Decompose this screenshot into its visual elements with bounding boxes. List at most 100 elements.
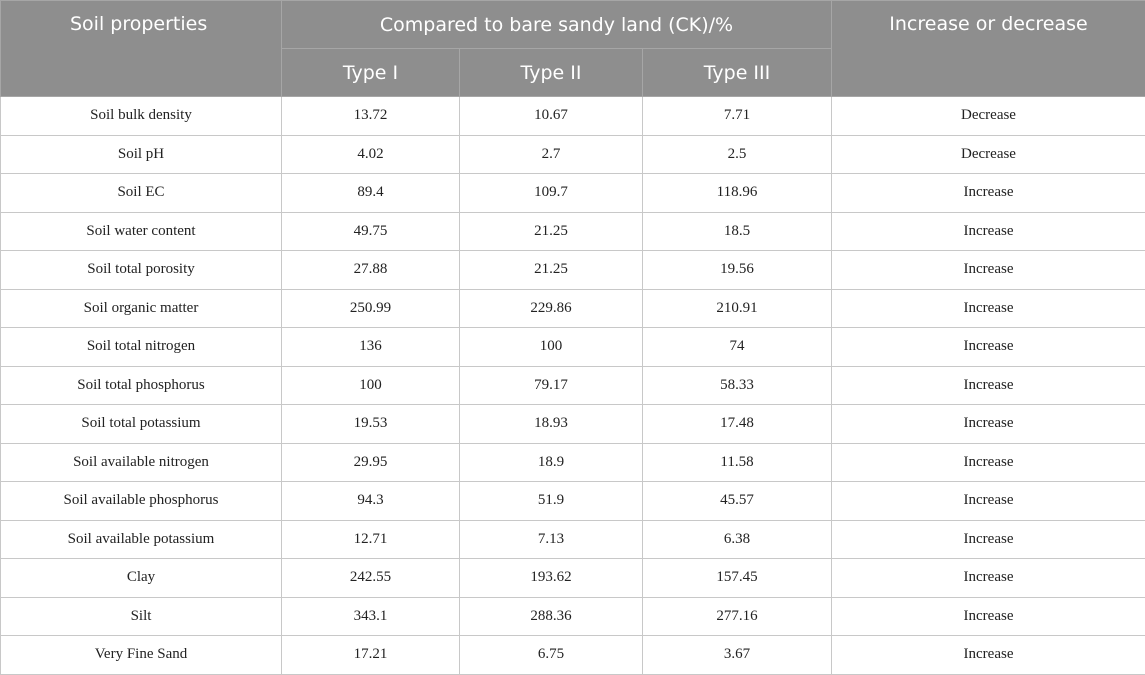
table-cell: Soil bulk density <box>1 97 282 136</box>
table-cell: 100 <box>282 366 460 405</box>
table-cell: 89.4 <box>282 174 460 213</box>
header-row: Soil properties Compared to bare sandy l… <box>1 1 1145 49</box>
header-cell: Type III <box>643 49 832 97</box>
table-cell: 94.3 <box>282 482 460 521</box>
table-cell: Soil total nitrogen <box>1 328 282 367</box>
table-cell: Increase <box>832 289 1145 328</box>
table-cell: 277.16 <box>643 597 832 636</box>
table-cell: 17.48 <box>643 405 832 444</box>
table-cell: 7.13 <box>460 520 643 559</box>
header-cell: Soil properties <box>1 1 282 97</box>
table-cell: Soil available potassium <box>1 520 282 559</box>
table-header: Soil properties Compared to bare sandy l… <box>1 1 1145 97</box>
table-cell: Silt <box>1 597 282 636</box>
table-cell: 74 <box>643 328 832 367</box>
table-cell: 51.9 <box>460 482 643 521</box>
header-cell: Compared to bare sandy land (CK)/% <box>282 1 832 49</box>
table-cell: Soil water content <box>1 212 282 251</box>
table-cell: Increase <box>832 251 1145 290</box>
table-cell: Soil pH <box>1 135 282 174</box>
table-cell: 49.75 <box>282 212 460 251</box>
table-cell: 45.57 <box>643 482 832 521</box>
table-cell: Increase <box>832 443 1145 482</box>
table-cell: Decrease <box>832 135 1145 174</box>
table-cell: Increase <box>832 174 1145 213</box>
table-cell: Soil total potassium <box>1 405 282 444</box>
table-cell: 288.36 <box>460 597 643 636</box>
table-cell: Increase <box>832 328 1145 367</box>
table-cell: Soil organic matter <box>1 289 282 328</box>
table-cell: Soil available phosphorus <box>1 482 282 521</box>
table-cell: 13.72 <box>282 97 460 136</box>
header-cell: Type I <box>282 49 460 97</box>
header-cell: Increase or decrease <box>832 1 1145 97</box>
table-cell: 136 <box>282 328 460 367</box>
table-cell: 21.25 <box>460 212 643 251</box>
table-cell: 18.5 <box>643 212 832 251</box>
table-cell: 2.5 <box>643 135 832 174</box>
table-cell: 2.7 <box>460 135 643 174</box>
table-cell: 19.56 <box>643 251 832 290</box>
table-cell: Increase <box>832 482 1145 521</box>
table-cell: 27.88 <box>282 251 460 290</box>
table-cell: 229.86 <box>460 289 643 328</box>
table-cell: Decrease <box>832 97 1145 136</box>
table-cell: 12.71 <box>282 520 460 559</box>
table-cell: 343.1 <box>282 597 460 636</box>
table-cell: Soil total phosphorus <box>1 366 282 405</box>
table-cell: 210.91 <box>643 289 832 328</box>
table-cell: Increase <box>832 559 1145 598</box>
table-cell: 242.55 <box>282 559 460 598</box>
table-cell: 18.9 <box>460 443 643 482</box>
table-cell: 7.71 <box>643 97 832 136</box>
header-cell: Type II <box>460 49 643 97</box>
table-cell: Increase <box>832 636 1145 675</box>
table-cell: 79.17 <box>460 366 643 405</box>
table-cell: 109.7 <box>460 174 643 213</box>
table-cell: 3.67 <box>643 636 832 675</box>
table-cell: 100 <box>460 328 643 367</box>
table-cell: 18.93 <box>460 405 643 444</box>
table-cell: Clay <box>1 559 282 598</box>
table-cell: Soil EC <box>1 174 282 213</box>
table-cell: 4.02 <box>282 135 460 174</box>
table-cell: 29.95 <box>282 443 460 482</box>
table-cell: Soil available nitrogen <box>1 443 282 482</box>
table-cell: 21.25 <box>460 251 643 290</box>
table-cell: 11.58 <box>643 443 832 482</box>
table-cell: 157.45 <box>643 559 832 598</box>
table-cell: Increase <box>832 405 1145 444</box>
table-cell: Increase <box>832 366 1145 405</box>
table-cell: 10.67 <box>460 97 643 136</box>
table-cell: 19.53 <box>282 405 460 444</box>
table-cell: 6.75 <box>460 636 643 675</box>
table-cell: 193.62 <box>460 559 643 598</box>
table-cell: 58.33 <box>643 366 832 405</box>
table-cell: 6.38 <box>643 520 832 559</box>
table-cell: 118.96 <box>643 174 832 213</box>
table-cell: 250.99 <box>282 289 460 328</box>
table-cell: 17.21 <box>282 636 460 675</box>
table-cell: Increase <box>832 520 1145 559</box>
table-cell: Increase <box>832 212 1145 251</box>
table-cell: Soil total porosity <box>1 251 282 290</box>
table-cell: Very Fine Sand <box>1 636 282 675</box>
table-cell: Increase <box>832 597 1145 636</box>
